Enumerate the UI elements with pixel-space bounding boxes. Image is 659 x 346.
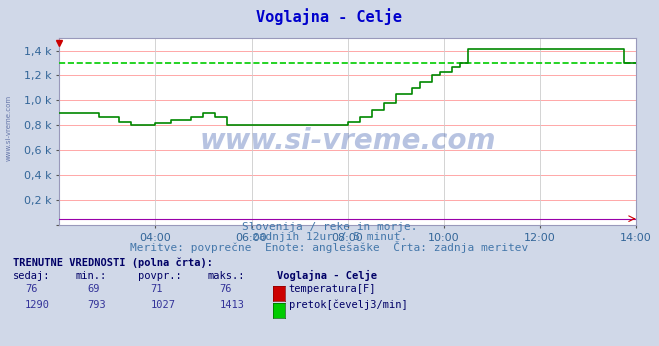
Text: www.si-vreme.com: www.si-vreme.com: [5, 95, 11, 161]
Text: 793: 793: [88, 300, 106, 310]
Text: 76: 76: [219, 284, 232, 294]
Text: Voglajna - Celje: Voglajna - Celje: [277, 270, 377, 281]
Text: min.:: min.:: [76, 271, 107, 281]
Text: Slovenija / reke in morje.: Slovenija / reke in morje.: [242, 222, 417, 232]
Text: povpr.:: povpr.:: [138, 271, 182, 281]
Text: temperatura[F]: temperatura[F]: [289, 284, 376, 294]
Text: 76: 76: [25, 284, 38, 294]
Text: 1413: 1413: [219, 300, 244, 310]
Text: 71: 71: [150, 284, 163, 294]
Text: 1027: 1027: [150, 300, 175, 310]
Text: pretok[čevelj3/min]: pretok[čevelj3/min]: [289, 299, 407, 310]
Text: TRENUTNE VREDNOSTI (polna črta):: TRENUTNE VREDNOSTI (polna črta):: [13, 258, 213, 268]
Text: sedaj:: sedaj:: [13, 271, 51, 281]
Text: zadnjih 12ur / 5 minut.: zadnjih 12ur / 5 minut.: [252, 233, 407, 243]
Text: Meritve: povprečne  Enote: anglešaške  Črta: zadnja meritev: Meritve: povprečne Enote: anglešaške Črt…: [130, 241, 529, 253]
Text: 1290: 1290: [25, 300, 50, 310]
Text: 69: 69: [88, 284, 100, 294]
Text: www.si-vreme.com: www.si-vreme.com: [200, 127, 496, 155]
Text: Voglajna - Celje: Voglajna - Celje: [256, 9, 403, 26]
Text: maks.:: maks.:: [208, 271, 245, 281]
